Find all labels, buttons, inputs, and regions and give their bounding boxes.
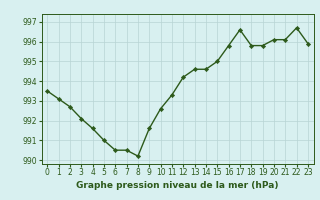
X-axis label: Graphe pression niveau de la mer (hPa): Graphe pression niveau de la mer (hPa) (76, 181, 279, 190)
